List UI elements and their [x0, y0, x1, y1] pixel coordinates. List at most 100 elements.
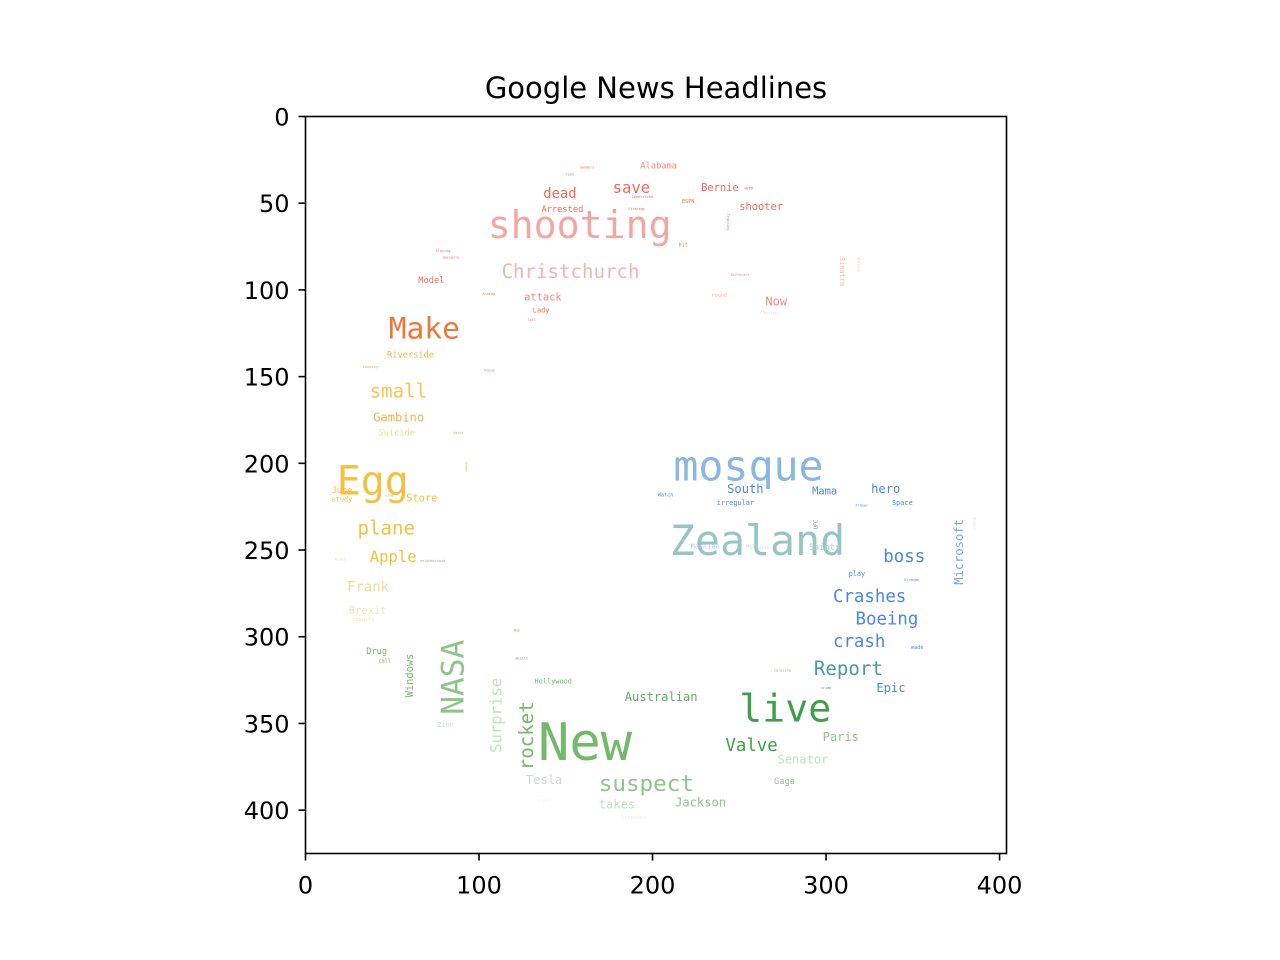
word-hero: hero — [871, 482, 900, 496]
word-epic: Epic — [876, 681, 905, 695]
word-small: small — [370, 379, 427, 402]
word-boeing: Boeing — [856, 610, 919, 630]
word-microsoft: Microsoft — [952, 519, 966, 585]
y-tick-label: 250 — [244, 537, 290, 565]
word-shooter: shooter — [739, 201, 783, 213]
y-axis: 0 50 100 150 200 250 300 350 400 — [244, 104, 306, 825]
word-rocket: rocket — [515, 701, 538, 770]
word-plane: plane — [358, 516, 415, 539]
word-june: June — [332, 486, 353, 496]
word-sinatra: Sinatra — [838, 257, 846, 286]
word-south: South — [727, 482, 763, 496]
word-takes: takes — [599, 797, 635, 811]
y-tick-label: 150 — [244, 364, 290, 392]
y-tick-label: 400 — [244, 797, 290, 825]
word-martian: Martian — [691, 542, 720, 550]
word-ireland: Ireland — [856, 257, 860, 272]
word-save: save — [613, 179, 651, 197]
word-teen: teen — [566, 172, 574, 176]
word-gambino: Gambino — [373, 411, 424, 425]
word-apple: Apple — [370, 548, 417, 566]
word-report: Report — [814, 657, 883, 680]
word-brexit: Brexit — [349, 605, 387, 617]
word-nasa: NASA — [435, 639, 471, 714]
word-live: live — [739, 688, 831, 732]
y-tick-label: 300 — [244, 624, 290, 652]
word-riverside: Riverside — [387, 351, 434, 361]
word-different: Different — [731, 273, 750, 277]
word-round: round — [712, 293, 728, 299]
plot-area-frame — [304, 115, 1008, 855]
word-space: Space — [892, 499, 913, 507]
word-watch: Watch — [658, 492, 674, 498]
word-way: Way — [514, 629, 520, 633]
word-make: Make — [389, 311, 460, 345]
word-made: made — [911, 645, 924, 651]
chart-title: Google News Headlines — [485, 71, 827, 105]
word-egg: Egg — [337, 459, 409, 505]
word-study: study — [332, 495, 353, 503]
word-under: Under — [464, 462, 468, 473]
x-tick-label: 200 — [630, 872, 676, 900]
word-now: Now — [765, 295, 788, 309]
word-christchurch: Christchurch — [502, 260, 640, 283]
words-layer: shooting Christchurch save dead Alabama Berni… — [332, 162, 977, 821]
word-line: Line — [385, 493, 393, 497]
x-axis: 0 100 200 300 400 — [298, 853, 1023, 900]
y-tick-label: 50 — [259, 190, 290, 218]
word-strange: Strange — [904, 578, 919, 582]
plot-area-background — [305, 116, 1007, 854]
word-focus: Focus — [484, 368, 495, 372]
word-bernie: Bernie — [701, 182, 739, 194]
word-suspect: suspect — [599, 771, 694, 797]
word-training: Training — [726, 214, 730, 231]
y-tick-label: 100 — [244, 277, 290, 305]
word-surprise: Surprise — [488, 678, 506, 753]
word-crash: crash — [833, 632, 885, 652]
word-windows: Windows — [404, 654, 416, 698]
word-drug: Drug — [366, 647, 387, 657]
word-toll: Toll — [528, 318, 536, 322]
word-election: Election — [760, 311, 777, 315]
word-carolina: Carolina — [774, 668, 791, 672]
word-dead: dead — [543, 186, 576, 202]
word-model: Model — [418, 276, 444, 286]
word-million: Million — [746, 544, 768, 550]
x-tick-label: 100 — [456, 872, 502, 900]
y-tick-label: 0 — [274, 104, 289, 132]
word-launches: launches — [621, 815, 646, 821]
word-anning: Anning — [482, 292, 495, 296]
y-tick-label: 350 — [244, 710, 290, 738]
word-results: results — [352, 617, 374, 623]
word-gaga: Gaga — [774, 777, 795, 787]
word-mosque: mosque — [673, 442, 823, 491]
word-neighborhood: neighborhood — [420, 559, 445, 563]
word-senator: Senator — [777, 752, 828, 766]
word-identified: Identified — [632, 195, 653, 199]
word-australian: Australian — [625, 690, 698, 704]
word-wealth: Wealth — [515, 656, 528, 660]
word-strategy: Strategy — [628, 207, 645, 211]
x-tick-label: 400 — [977, 872, 1023, 900]
word-attack: attack — [524, 291, 562, 303]
word-store: Store — [406, 492, 437, 504]
word-alabama: Alabama — [640, 162, 677, 172]
word-suicide: Suicide — [378, 429, 415, 439]
y-tick-label: 200 — [244, 450, 290, 478]
word-ufc: UFC — [813, 520, 819, 529]
word-irregular: irregular — [717, 499, 754, 507]
word-crime: crime — [821, 686, 832, 690]
word-shooting: shooting — [488, 204, 672, 248]
word-crisis: Crisis — [538, 798, 551, 802]
word-hollywood: Hollywood — [535, 678, 572, 686]
word-pilot: Pilot — [335, 557, 346, 561]
word-slaying: Slaying — [436, 249, 451, 253]
word-boss: boss — [883, 547, 925, 567]
word-helps: Helps — [453, 431, 464, 435]
word-lady: Lady — [533, 306, 550, 314]
word-zealand: Zealand — [670, 516, 845, 565]
word-mama: Mama — [812, 486, 837, 498]
word-frank: Frank — [347, 580, 389, 596]
x-tick-label: 300 — [803, 872, 849, 900]
